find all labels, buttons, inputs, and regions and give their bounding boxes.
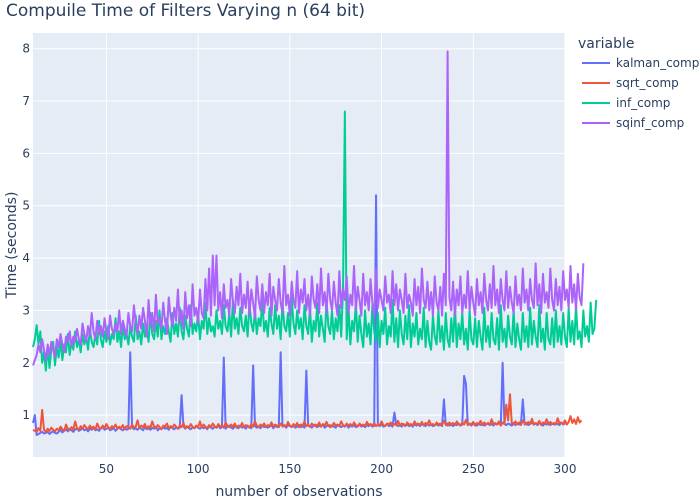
x-tick-label: 50 [99, 462, 114, 476]
y-tick-label: 3 [22, 303, 30, 317]
legend-item-inf-comp[interactable]: inf_comp [582, 96, 670, 110]
x-tick-label: 200 [370, 462, 393, 476]
legend-label: inf_comp [616, 96, 670, 110]
x-gridlines [105, 33, 566, 457]
legend: variable kalman_comp sqrt_comp inf_compsqi… [578, 36, 699, 130]
series-layer [32, 50, 598, 437]
legend-label: sqrt_comp [616, 76, 679, 90]
legend-title: variable [578, 36, 634, 52]
y-tick-label: 1 [22, 408, 30, 422]
x-tick-label: 100 [187, 462, 210, 476]
y-tick-label: 4 [22, 251, 30, 265]
x-tick-label: 300 [554, 462, 577, 476]
series-line-sqinf-comp [32, 50, 585, 366]
y-tick-label: 6 [22, 146, 30, 160]
plot-background [33, 33, 565, 457]
chart-title: Compuile Time of Filters Varying n (64 b… [6, 1, 365, 21]
y-axis-title: Time (seconds) [4, 192, 20, 300]
legend-label: sqinf_comp [616, 116, 684, 130]
legend-items: kalman_comp sqrt_comp inf_comp sqinf_comp [582, 56, 699, 130]
y-tick-label: 8 [22, 42, 30, 56]
y-tick-labels: 1 2 3 4 5 6 7 8 [22, 42, 30, 422]
legend-item-kalman-comp[interactable]: kalman_comp [582, 56, 699, 70]
y-tick-label: 7 [22, 94, 30, 108]
x-axis-title: number of observations [215, 484, 382, 500]
y-tick-label: 5 [22, 199, 30, 213]
y-tick-label: 2 [22, 356, 30, 370]
legend-item-sqrt-comp[interactable]: sqrt_comp [582, 76, 679, 90]
x-tick-label: 250 [462, 462, 485, 476]
x-tick-label: 150 [278, 462, 301, 476]
x-tick-labels: 50 100 150 200 250 300 [99, 462, 577, 476]
legend-label: kalman_comp [616, 56, 699, 70]
series-line-sqrt-comp [32, 393, 583, 433]
legend-item-sqinf-comp[interactable]: sqinf_comp [582, 116, 684, 130]
